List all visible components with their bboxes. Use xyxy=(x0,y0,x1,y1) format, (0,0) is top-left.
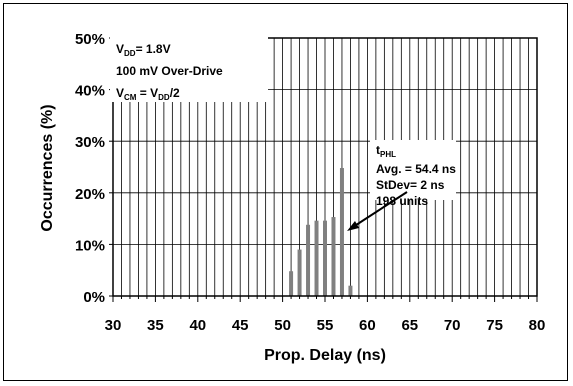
y-tick-label: 30% xyxy=(75,134,105,151)
x-tick-label: 75 xyxy=(486,317,503,334)
annotation-overdrive: 100 mV Over-Drive xyxy=(116,64,223,78)
stats-annotation-box xyxy=(370,140,456,200)
histogram-bar xyxy=(297,249,302,296)
annotation-stdev: StDev= 2 ns xyxy=(376,178,445,192)
x-tick-label: 35 xyxy=(147,317,164,334)
annotation-arrowhead xyxy=(347,221,359,231)
histogram-bar xyxy=(348,285,353,296)
annotation-tphl: tPHL xyxy=(376,143,396,159)
x-tick-label: 70 xyxy=(444,317,461,334)
y-axis-title: Occurrences (%) xyxy=(39,104,56,231)
histogram-bar xyxy=(314,220,319,296)
histogram-bar xyxy=(306,224,311,296)
annotation-avg: Avg. = 54.4 ns xyxy=(376,162,456,176)
x-tick-label: 65 xyxy=(401,317,418,334)
x-tick-label: 50 xyxy=(274,317,291,334)
y-tick-label: 40% xyxy=(75,83,105,100)
axis-ticks: 30 35 40 45 50 55 60 65 70 75 80 0% 10% 20% 30% 40% 50% xyxy=(75,31,545,334)
conditions-annotation: VDD= 1.8V 100 mV Over-Drive VCM = VDD/2 xyxy=(110,36,268,102)
histogram-bar xyxy=(331,217,336,296)
y-tick-label: 50% xyxy=(75,31,105,48)
x-tick-label: 80 xyxy=(529,317,546,334)
annotation-vdd: VDD= 1.8V xyxy=(116,42,171,58)
x-tick-label: 45 xyxy=(232,317,249,334)
bar-series xyxy=(289,168,353,296)
y-tick-label: 10% xyxy=(75,237,105,254)
annotation-vcm: VCM = VDD/2 xyxy=(116,86,180,102)
histogram-bar xyxy=(323,220,327,296)
x-axis-title: Prop. Delay (ns) xyxy=(264,347,386,364)
x-tick-label: 30 xyxy=(105,317,122,334)
conditions-annotation-box xyxy=(110,36,268,102)
annotation-arrow-line xyxy=(352,191,408,228)
stats-annotation: tPHL Avg. = 54.4 ns StDev= 2 ns 198 unit… xyxy=(370,140,456,208)
x-tick-label: 40 xyxy=(189,317,206,334)
chart-frame xyxy=(3,3,568,381)
histogram-bar xyxy=(289,271,294,296)
x-tick-label: 55 xyxy=(317,317,334,334)
histogram-bar xyxy=(339,168,344,296)
x-tick-label: 60 xyxy=(359,317,376,334)
y-tick-label: 0% xyxy=(83,289,105,306)
y-tick-label: 20% xyxy=(75,186,105,203)
